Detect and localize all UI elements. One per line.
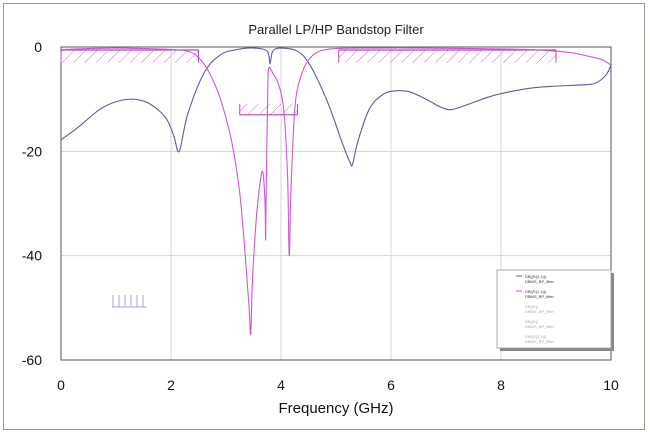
x-tick-label: 10	[603, 377, 619, 393]
y-tick-label: -40	[22, 248, 42, 264]
chart-title: Parallel LP/HP Bandstop Filter	[248, 22, 424, 37]
mask-hatch	[338, 50, 556, 63]
legend-entry: DB(|S(1,1)|)	[525, 289, 547, 294]
x-tick-label: 2	[167, 377, 175, 393]
x-tick-label: 0	[57, 377, 65, 393]
legend-entry: DBMS_BP_filter	[525, 339, 555, 344]
x-tick-label: 4	[277, 377, 285, 393]
mask-hatch	[239, 103, 298, 115]
series-line-blue	[60, 47, 612, 167]
series-line-magenta	[60, 47, 612, 336]
y-tick-label: -60	[22, 352, 42, 368]
legend-entry: DBMS_BP_filter	[525, 279, 555, 284]
legend-box	[496, 269, 612, 349]
legend-entry: DBMS_BP_filter	[525, 324, 555, 329]
legend-entry: DBMS_BP_filter	[525, 309, 555, 314]
chart-frame	[3, 3, 645, 430]
y-tick-label: 0	[34, 39, 42, 55]
legend-entry: DB(|S(2,1)|)	[525, 334, 547, 339]
legend: DB(|S(2,1)|)DBMS_BP_filterDB(|S(1,1)|)DB…	[496, 269, 614, 351]
mask-hatch	[61, 50, 199, 63]
legend-entry: DB(|S|)	[525, 304, 539, 309]
y-tick-label: -20	[22, 143, 42, 159]
plot-area-border	[60, 46, 612, 361]
legend-entry: DB(|S|)	[525, 319, 539, 324]
legend-entry: DBMS_BP_filter	[525, 294, 555, 299]
x-axis-label: Frequency (GHz)	[278, 400, 393, 417]
legend-entry: DB(|S(2,1)|)	[525, 274, 547, 279]
x-tick-label: 8	[497, 377, 505, 393]
small-hatch-mark	[112, 295, 147, 308]
x-tick-label: 6	[387, 377, 395, 393]
